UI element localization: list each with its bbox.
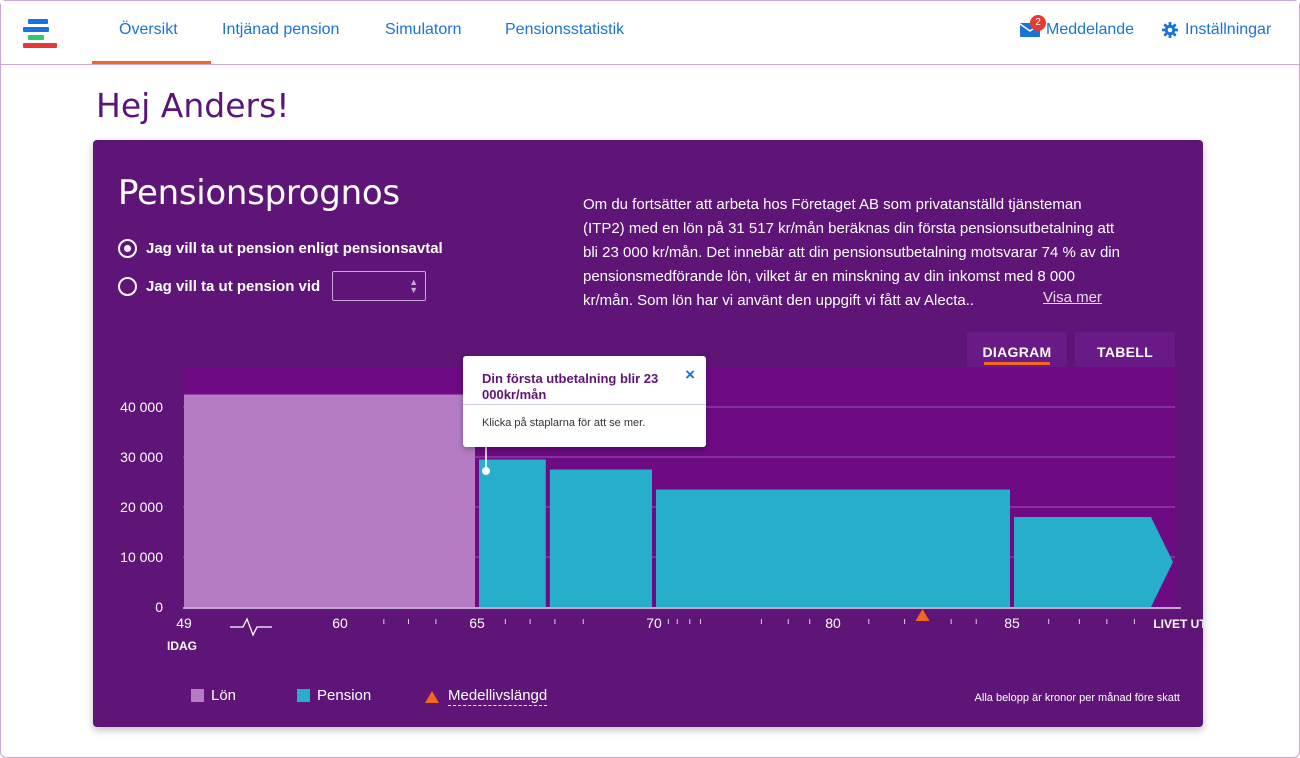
triangle-icon [425,690,439,703]
top-nav: Översikt Intjänad pension Simulatorn Pen… [1,1,1299,65]
pension-bar [549,469,652,607]
page-greeting: Hej Anders! [96,86,290,125]
close-icon[interactable]: × [685,365,695,384]
tab-oversikt[interactable]: Översikt [119,21,178,38]
tooltip-divider [463,404,706,405]
legend-pension: Pension [297,687,371,704]
mail-icon: 2 [1019,15,1046,37]
option-custom-age[interactable]: Jag vill ta ut pension vid ▲ ▼ [118,271,427,301]
salary-bar [184,394,475,607]
first-payout-tooltip: Din första utbetalning blir 23 000kr/mån… [463,356,706,447]
tooltip-body: Klicka på staplarna för att se mer. [482,417,646,429]
view-toggle: DIAGRAM TABELL [967,332,1175,372]
tab-pensionsstatistik[interactable]: Pensionsstatistik [505,21,625,38]
tab-simulatorn[interactable]: Simulatorn [385,21,462,38]
select-arrows-icon: ▲ ▼ [409,277,419,295]
legend-life-expectancy-label[interactable]: Medellivslängd [448,687,548,706]
settings-label: Inställningar [1185,21,1272,38]
messages-label: Meddelande [1046,21,1135,38]
logo-icon[interactable] [23,19,59,48]
option-pensionsavtal-label: Jag vill ta ut pension enligt pensionsav… [146,240,443,257]
x-tick-label: 49 [176,615,192,631]
tab-tabell[interactable]: TABELL [1075,332,1175,372]
x-tick-label: 65 [469,615,485,631]
x-tick-label: 85 [1004,615,1020,631]
y-tick-label: 0 [155,599,163,615]
tooltip-title: Din första utbetalning blir 23 000kr/mån [482,371,659,402]
x-tick-sublabel: IDAG [167,639,197,653]
tab-intjanad-pension[interactable]: Intjänad pension [222,21,340,38]
radio-pensionsavtal[interactable] [118,239,137,258]
tooltip-pointer-dot [482,467,490,475]
card-title: Pensionsprognos [118,173,400,213]
amount-note: Alla belopp är kronor per månad före ska… [974,692,1180,704]
legend-salary: Lön [191,687,236,704]
salary-swatch [191,689,204,702]
legend-pension-label: Pension [317,687,372,704]
settings-button[interactable]: Inställningar [1162,21,1271,39]
y-tick-label: 10 000 [120,549,163,565]
forecast-description: Om du fortsätter att arbeta hos Företage… [583,196,1120,309]
life-expectancy-marker [915,609,930,621]
axis-break-icon [230,617,272,637]
pension-forecast-card: Pensionsprognos Jag vill ta ut pension e… [93,140,1203,727]
message-count-badge: 2 [1030,15,1046,31]
gear-icon [1162,22,1178,38]
option-custom-age-label: Jag vill ta ut pension vid [146,277,321,295]
legend-salary-label: Lön [211,687,237,704]
active-tab-indicator [92,61,211,64]
messages-button[interactable]: 2 Meddelande [1019,15,1135,39]
x-tick-label: 70 [646,615,662,631]
pension-bar-arrow [1014,517,1173,607]
radio-custom-age[interactable] [118,276,137,296]
read-more-link[interactable]: Visa mer [1043,289,1102,306]
x-tick-label: 60 [332,615,348,631]
x-tick-label: 80 [825,615,841,631]
y-tick-label: 20 000 [120,499,163,515]
y-tick-label: 40 000 [120,399,163,415]
legend-life-expectancy[interactable]: Medellivslängd [425,687,548,706]
age-select[interactable]: ▲ ▼ [332,271,427,301]
option-pensionsavtal[interactable]: Jag vill ta ut pension enligt pensionsav… [118,239,443,258]
pension-swatch [297,689,310,702]
pension-bar [479,459,546,607]
pension-bar [656,489,1010,607]
x-tick-label: LIVET UT [1153,617,1203,631]
tab-diagram[interactable]: DIAGRAM [967,332,1067,372]
y-tick-label: 30 000 [120,449,163,465]
